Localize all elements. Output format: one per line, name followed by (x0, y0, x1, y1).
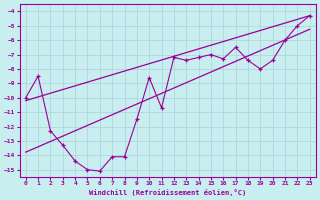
X-axis label: Windchill (Refroidissement éolien,°C): Windchill (Refroidissement éolien,°C) (89, 189, 246, 196)
